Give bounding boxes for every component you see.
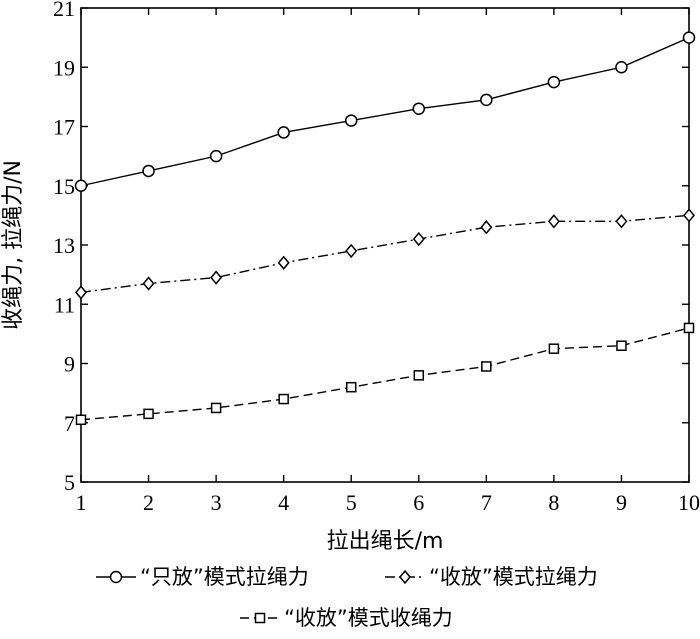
series-layer [74, 31, 696, 426]
y-tick-label: 17 [53, 115, 75, 140]
series-line [80, 327, 690, 421]
x-tick-label: 5 [346, 490, 357, 515]
y-tick-label: 19 [53, 55, 75, 80]
data-point [548, 343, 560, 354]
legend-marker [254, 612, 266, 624]
data-point [683, 208, 695, 223]
data-point [412, 102, 426, 115]
data-point [413, 370, 425, 381]
x-tick-label: 10 [678, 490, 700, 515]
data-point [412, 231, 425, 247]
x-tick-label: 7 [481, 490, 492, 515]
y-tick-label: 11 [54, 292, 75, 317]
series-line [80, 36, 690, 187]
data-point [142, 164, 155, 178]
legend-item: “只放”模式拉绳力 [96, 565, 309, 589]
y-axis-ticks: 5 7 9 11 13 15 17 19 21 [53, 0, 689, 495]
x-tick-label: 2 [143, 490, 154, 515]
data-point [210, 270, 223, 285]
data-point [683, 322, 695, 334]
x-tick-label: 1 [76, 490, 87, 515]
data-point [616, 340, 627, 351]
x-tick-label: 3 [211, 490, 222, 515]
series-circle [74, 31, 696, 192]
data-point [344, 114, 358, 127]
x-tick-label: 9 [616, 490, 627, 515]
data-point [481, 361, 492, 372]
legend: “只放”模式拉绳力 “收放”模式拉绳力 “收放”模式收绳力 [96, 565, 598, 630]
y-axis-title: 收绳力, 拉绳力/N [1, 160, 26, 330]
data-point [143, 408, 154, 420]
data-point [75, 285, 87, 300]
legend-label: “收放”模式拉绳力 [429, 565, 598, 589]
series-line [80, 214, 690, 294]
x-tick-label: 4 [278, 490, 289, 515]
legend-label: “收放”模式收绳力 [284, 606, 453, 630]
data-point [345, 243, 358, 259]
data-point [480, 220, 493, 235]
data-point [547, 75, 561, 89]
data-point [74, 179, 88, 192]
data-point [75, 414, 87, 426]
x-tick-label: 8 [548, 490, 559, 515]
y-tick-label: 5 [64, 470, 75, 495]
legend-label: “只放”模式拉绳力 [140, 565, 309, 589]
legend-marker [109, 570, 123, 584]
data-point [210, 402, 222, 414]
data-point [615, 61, 628, 74]
data-point [142, 276, 155, 291]
y-tick-label: 21 [53, 0, 75, 21]
data-point [277, 126, 290, 139]
legend-marker [399, 569, 411, 585]
legend-item: “收放”模式拉绳力 [385, 565, 598, 589]
y-tick-label: 13 [53, 233, 75, 258]
data-point [277, 255, 290, 270]
y-tick-label: 15 [53, 174, 75, 199]
legend-item: “收放”模式收绳力 [240, 606, 453, 630]
x-axis-title: 拉出绳长/m [327, 529, 444, 554]
data-point [345, 381, 357, 393]
y-tick-label: 9 [64, 352, 75, 377]
y-tick-label: 7 [64, 411, 75, 436]
data-point [615, 214, 628, 229]
series-square [75, 322, 695, 426]
x-tick-label: 6 [413, 490, 424, 515]
data-point [209, 149, 223, 163]
data-point [547, 214, 560, 229]
data-point [480, 93, 493, 107]
data-point [682, 31, 696, 44]
series-diamond [75, 208, 695, 300]
x-axis-ticks: 1 2 3 4 5 6 7 8 9 10 [76, 8, 700, 515]
data-point [278, 393, 289, 405]
